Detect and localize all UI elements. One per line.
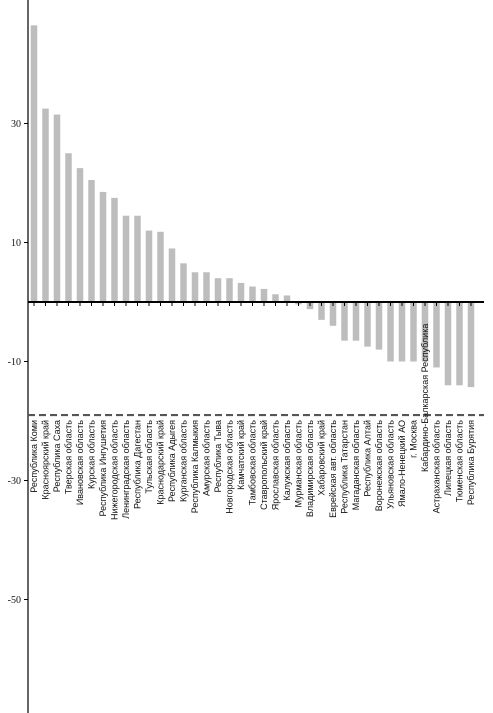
bar [226,278,233,302]
category-label: Камчатский край [236,420,246,490]
category-label: Мурманская область [294,420,304,508]
bar [283,295,291,302]
category-label: Новгородская область [225,420,235,514]
y-tick-label: -10 [8,357,21,368]
category-label: Владимирская область [305,420,315,517]
category-label: Ставропольский край [259,420,269,510]
category-label: Республика Коми [29,420,39,493]
category-label: Курганская область [179,420,189,502]
bar [352,302,360,341]
category-label: Республика Калмыкия [190,420,200,513]
category-label: Ямало-Ненецкий АО [397,420,407,507]
category-label: Республика Тыва [213,420,223,493]
bar [157,231,164,302]
category-label: Ярославская область [271,420,281,511]
bar [145,230,153,302]
category-label: Воронежская область [374,420,384,512]
bar [65,153,72,302]
category-label: Тульская область [144,420,154,494]
category-label: Красноярский край [41,420,51,500]
category-label: Кабардино-Балкарская Республика [420,324,430,472]
category-label: Тверская область [64,420,74,494]
bar [456,302,463,386]
category-label: Липецкая область [443,420,453,496]
category-label: Республика Дагестан [133,420,143,509]
category-label: Республика Ингушетия [98,420,108,517]
y-tick-label: -50 [8,595,21,606]
category-label: Краснодарский край [156,420,166,505]
bar [433,302,440,368]
category-label: Амурская область [202,420,212,496]
bar [111,197,118,302]
bar [421,302,429,362]
bar [53,114,61,302]
bar [410,302,417,362]
bar [272,294,279,302]
bar [88,180,95,302]
bar-series [30,25,475,388]
bar [318,302,325,320]
bar [203,272,210,302]
y-tick-label: 10 [11,238,21,249]
x-axis-ticks [33,301,472,306]
category-label: Магаданская область [351,420,361,511]
bar [329,302,337,326]
bar [341,302,348,341]
category-label: Ульяновская область [386,420,396,509]
category-label: Ивановская область [75,420,85,505]
category-label: Республика Бурятия [466,420,476,505]
category-label: Хабаровский край [317,420,327,496]
y-tick-label: -30 [8,476,21,487]
bar [134,215,141,302]
category-label: Тюменская область [455,420,465,503]
category-label: Тамбовская область [248,420,258,506]
bar [76,168,84,302]
category-label: Республика Алтай [363,420,373,497]
bar [387,302,394,362]
category-label: Республика Саха [52,420,62,492]
bar [467,302,475,388]
bar [168,248,176,302]
category-label: г. Москва [409,420,419,458]
bar [444,302,452,386]
bar [364,302,371,347]
bar [237,282,245,302]
bar [191,272,199,302]
bar [375,302,383,350]
bar [30,25,38,302]
category-labels: Республика Коми Красноярский край Республи… [29,324,476,520]
bar [99,191,107,302]
bar [122,215,130,302]
y-axis-ticks: 30 10 -10 -30 -50 [8,119,28,606]
y-tick-label: 30 [11,119,21,130]
bar [398,302,406,362]
bar [260,288,268,302]
category-label: Еврейская авт. область [328,420,338,518]
bar [214,278,222,302]
bar [249,286,256,302]
bar [180,263,187,302]
category-label: Республика Адыгея [167,420,177,502]
category-label: Республика Татарстан [340,420,350,514]
category-label: Нижегородская область [110,420,120,520]
category-label: Ленинградская область [121,420,131,519]
bar [42,108,49,302]
category-label: Курская область [87,420,97,489]
category-label: Астраханская область [432,420,442,514]
category-label: Калужская область [282,420,292,501]
